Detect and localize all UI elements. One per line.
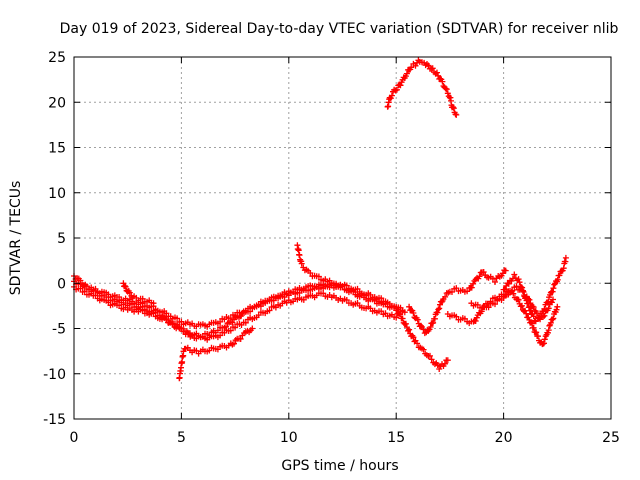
- series-markers: [406, 267, 509, 337]
- series-markers: [393, 307, 451, 372]
- series-markers: [500, 271, 539, 325]
- y-tick-label: 5: [57, 231, 66, 247]
- series-arc-high: [384, 57, 460, 118]
- chart-title: Day 019 of 2023, Sidereal Day-to-day VTE…: [60, 21, 619, 37]
- x-tick-label: 25: [602, 430, 620, 446]
- series-segment-19h: [468, 288, 561, 348]
- series-segment-10h: [294, 242, 408, 316]
- x-tick-label: 0: [70, 430, 79, 446]
- y-tick-label: 25: [48, 50, 66, 66]
- x-tick-label: 5: [177, 430, 186, 446]
- y-tick-label: -10: [43, 367, 66, 383]
- series-markers: [535, 254, 569, 321]
- series-segment-16h-rise: [406, 267, 509, 337]
- series-dip-near-5h: [176, 325, 256, 382]
- series-markers: [294, 242, 408, 316]
- y-axis-ticks: 25 20 15 10 5 0 -5 -10 -15: [43, 50, 611, 428]
- series-segment-20h: [500, 271, 539, 325]
- grid-lines: [74, 57, 611, 419]
- series-markers: [468, 288, 561, 348]
- x-tick-label: 10: [280, 430, 298, 446]
- y-tick-label: 20: [48, 95, 66, 111]
- y-tick-label: -5: [52, 322, 66, 338]
- series-markers: [384, 57, 460, 118]
- y-tick-label: 15: [48, 141, 66, 157]
- x-axis-ticks: 0 5 10 15 20 25: [70, 57, 620, 446]
- y-axis-label: SDTVAR / TECUs: [8, 181, 24, 296]
- x-tick-label: 15: [387, 430, 405, 446]
- y-tick-label: 0: [57, 276, 66, 292]
- y-tick-label: 10: [48, 186, 66, 202]
- data-series: [71, 57, 569, 382]
- series-dip-near-16h: [393, 307, 451, 372]
- series-markers: [176, 325, 256, 382]
- x-tick-label: 20: [495, 430, 513, 446]
- x-axis-label: GPS time / hours: [281, 458, 398, 474]
- series-markers: [120, 280, 157, 307]
- series-segment-2h: [120, 280, 157, 307]
- series-rise-end: [535, 254, 569, 321]
- y-tick-label: -15: [43, 412, 66, 428]
